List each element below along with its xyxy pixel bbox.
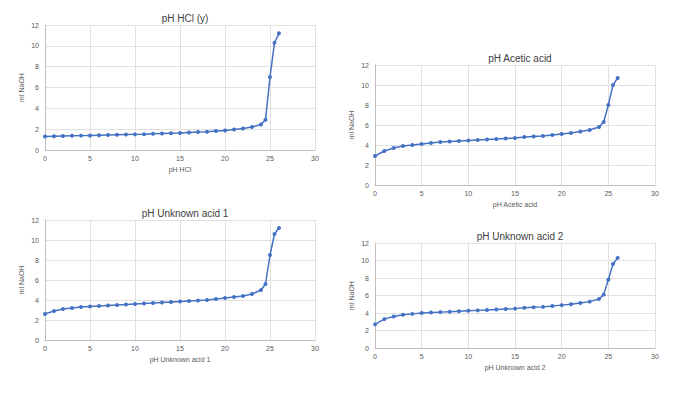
svg-text:10: 10 — [31, 237, 39, 244]
svg-text:ml NaOH: ml NaOH — [348, 111, 355, 140]
svg-text:10: 10 — [131, 155, 139, 162]
svg-text:pH HCl: pH HCl — [169, 166, 192, 174]
svg-text:pH Acetic acid: pH Acetic acid — [488, 53, 551, 64]
svg-text:pH Unknown acid 2: pH Unknown acid 2 — [477, 231, 564, 242]
svg-text:pH Acetic acid: pH Acetic acid — [493, 201, 537, 209]
svg-text:12: 12 — [31, 217, 39, 224]
svg-text:20: 20 — [558, 353, 566, 360]
svg-text:30: 30 — [311, 345, 319, 352]
svg-text:5: 5 — [420, 353, 424, 360]
svg-text:0: 0 — [365, 182, 369, 189]
svg-text:ml NaOH: ml NaOH — [18, 73, 25, 102]
svg-text:25: 25 — [266, 345, 274, 352]
svg-text:10: 10 — [131, 345, 139, 352]
svg-text:25: 25 — [266, 155, 274, 162]
svg-text:0: 0 — [373, 190, 377, 197]
svg-text:0: 0 — [43, 155, 47, 162]
svg-text:4: 4 — [35, 297, 39, 304]
svg-text:8: 8 — [35, 257, 39, 264]
svg-text:5: 5 — [420, 190, 424, 197]
svg-text:2: 2 — [35, 317, 39, 324]
svg-text:5: 5 — [88, 345, 92, 352]
svg-text:15: 15 — [511, 353, 519, 360]
svg-text:15: 15 — [176, 345, 184, 352]
svg-text:pH HCl (y): pH HCl (y) — [162, 13, 209, 24]
svg-text:15: 15 — [511, 190, 519, 197]
svg-text:pH Unknown acid 1: pH Unknown acid 1 — [150, 356, 211, 364]
svg-text:0: 0 — [43, 345, 47, 352]
svg-text:5: 5 — [88, 155, 92, 162]
svg-text:30: 30 — [311, 155, 319, 162]
svg-text:20: 20 — [558, 190, 566, 197]
svg-text:pH Unknown acid 2: pH Unknown acid 2 — [485, 364, 546, 372]
svg-text:20: 20 — [221, 345, 229, 352]
svg-text:25: 25 — [604, 190, 612, 197]
svg-text:10: 10 — [464, 190, 472, 197]
svg-text:10: 10 — [31, 42, 39, 49]
svg-text:20: 20 — [221, 155, 229, 162]
svg-text:6: 6 — [35, 277, 39, 284]
svg-text:0: 0 — [35, 147, 39, 154]
svg-text:10: 10 — [361, 82, 369, 89]
svg-text:8: 8 — [365, 275, 369, 282]
svg-text:10: 10 — [464, 353, 472, 360]
svg-text:15: 15 — [176, 155, 184, 162]
svg-text:30: 30 — [651, 353, 659, 360]
svg-text:8: 8 — [35, 63, 39, 70]
svg-text:30: 30 — [651, 190, 659, 197]
svg-text:6: 6 — [35, 84, 39, 91]
svg-text:6: 6 — [365, 122, 369, 129]
svg-text:4: 4 — [365, 142, 369, 149]
svg-text:12: 12 — [361, 62, 369, 69]
svg-text:4: 4 — [365, 310, 369, 317]
svg-text:0: 0 — [365, 345, 369, 352]
svg-text:12: 12 — [31, 22, 39, 29]
svg-text:6: 6 — [365, 292, 369, 299]
svg-text:ml NaOH: ml NaOH — [348, 281, 355, 310]
svg-text:25: 25 — [604, 353, 612, 360]
svg-text:10: 10 — [361, 257, 369, 264]
svg-text:4: 4 — [35, 105, 39, 112]
svg-text:ml NaOH: ml NaOH — [18, 266, 25, 295]
svg-text:0: 0 — [373, 353, 377, 360]
svg-text:2: 2 — [365, 327, 369, 334]
svg-text:pH Unknown acid 1: pH Unknown acid 1 — [142, 208, 229, 219]
svg-text:12: 12 — [361, 240, 369, 247]
svg-text:0: 0 — [35, 337, 39, 344]
svg-text:8: 8 — [365, 102, 369, 109]
svg-text:2: 2 — [365, 162, 369, 169]
svg-text:2: 2 — [35, 126, 39, 133]
